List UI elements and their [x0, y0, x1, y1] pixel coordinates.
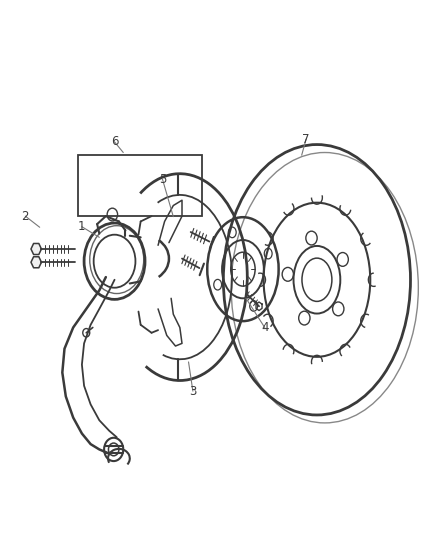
Text: 1: 1: [78, 220, 86, 233]
Polygon shape: [31, 244, 42, 255]
Bar: [78, 155, 201, 216]
Text: 7: 7: [302, 133, 310, 146]
Text: 4: 4: [261, 321, 268, 334]
Polygon shape: [31, 257, 42, 268]
Text: 3: 3: [189, 385, 197, 398]
Text: 5: 5: [159, 173, 166, 185]
Text: 2: 2: [21, 209, 29, 223]
Text: 6: 6: [111, 135, 118, 148]
